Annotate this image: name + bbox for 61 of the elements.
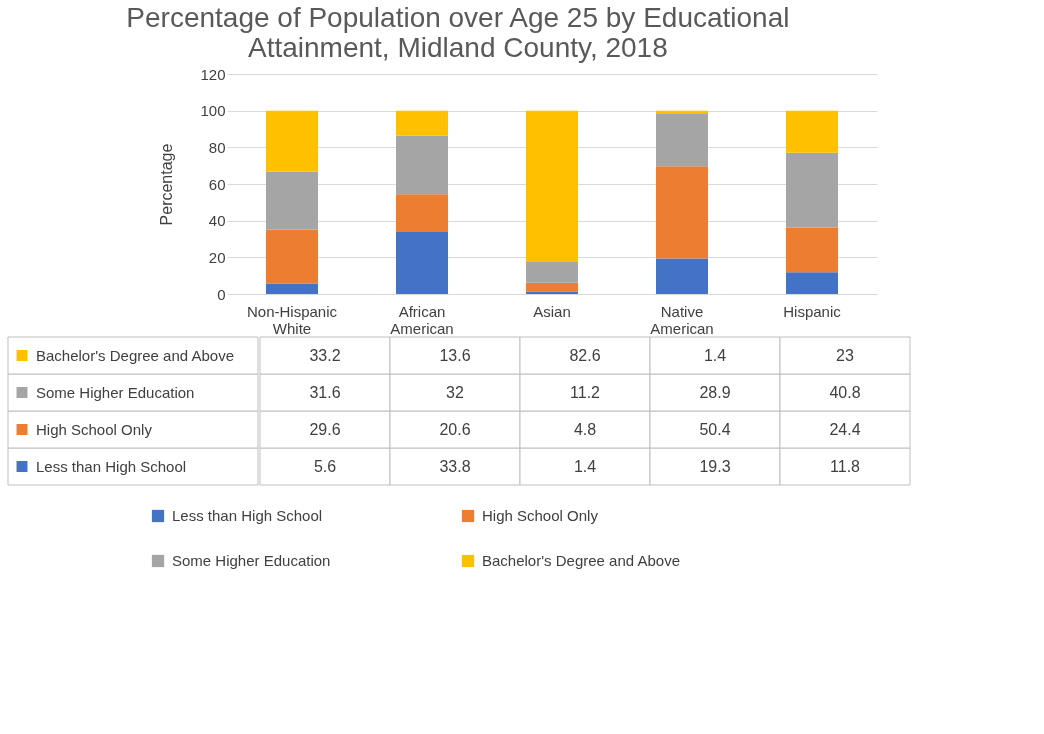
- bar: [526, 262, 578, 283]
- bar: [266, 110, 318, 172]
- bar: [786, 152, 838, 228]
- bar: [266, 171, 318, 230]
- bar: [656, 166, 708, 259]
- data-label: 29.6: [309, 420, 341, 438]
- data-label: 24.4: [829, 420, 861, 438]
- bar: [396, 232, 448, 294]
- text: Less than High School: [172, 507, 323, 524]
- y-tick-label: 80: [208, 138, 226, 156]
- data-label: 33.8: [439, 457, 471, 475]
- data-label: 4.8: [573, 420, 597, 438]
- chart-title: Percentage of Population over Age 25 by Educational Attainment, Midland County, 2018: [126, 2, 790, 63]
- legend-label: Less than High School: [36, 457, 187, 475]
- bar: [786, 272, 838, 294]
- text: Bachelor's Degree and Above: [482, 552, 680, 569]
- legend-label: Some Higher Education: [36, 383, 195, 401]
- legend-label: Bachelor's Degree and Above: [36, 346, 234, 364]
- x-tick-label: Asian: [533, 302, 571, 320]
- y-tick-label: 40: [208, 212, 226, 230]
- data-label: 23: [836, 346, 854, 364]
- data-label: 82.6: [569, 346, 601, 364]
- text: High School Only: [482, 507, 598, 524]
- data-label: 19.3: [699, 457, 731, 475]
- bar: [656, 258, 708, 294]
- y-axis-title: Percentage: [158, 143, 176, 226]
- data-label: 40.8: [829, 383, 861, 401]
- bar: [396, 135, 448, 195]
- bar: [786, 227, 838, 273]
- data-label: 1.4: [573, 457, 597, 475]
- data-label: 28.9: [699, 383, 731, 401]
- bar: [786, 110, 838, 153]
- data-label: 32: [446, 383, 464, 401]
- x-tick-label: Non-Hispanic White: [246, 302, 338, 337]
- legend-label: High School Only: [36, 420, 153, 438]
- data-label: 20.6: [439, 420, 471, 438]
- data-label: 5.6: [313, 457, 337, 475]
- x-tick-label: Native American: [650, 302, 714, 337]
- bar: [526, 282, 578, 292]
- y-tick-label: 20: [208, 248, 226, 266]
- data-label: 1.4: [703, 346, 727, 364]
- data-label: 11.2: [570, 383, 601, 401]
- y-tick-label: 120: [200, 65, 226, 83]
- bar: [526, 110, 578, 263]
- text: Some Higher Education: [172, 552, 331, 569]
- bar: [526, 291, 578, 294]
- y-tick-label: 100: [200, 102, 226, 120]
- data-label: 33.2: [309, 346, 341, 364]
- y-tick-label: 60: [208, 175, 226, 193]
- data-label: 13.6: [439, 346, 471, 364]
- bar: [656, 113, 708, 167]
- x-tick-label: African American: [390, 302, 454, 337]
- y-tick-label: 0: [217, 285, 226, 303]
- data-label: 50.4: [699, 420, 731, 438]
- bar: [266, 283, 318, 294]
- bar: [396, 194, 448, 233]
- bar: [396, 110, 448, 136]
- x-tick-label: Hispanic: [783, 302, 842, 320]
- bar: [266, 229, 318, 284]
- data-label: 11.8: [830, 457, 861, 475]
- data-label: 31.6: [309, 383, 341, 401]
